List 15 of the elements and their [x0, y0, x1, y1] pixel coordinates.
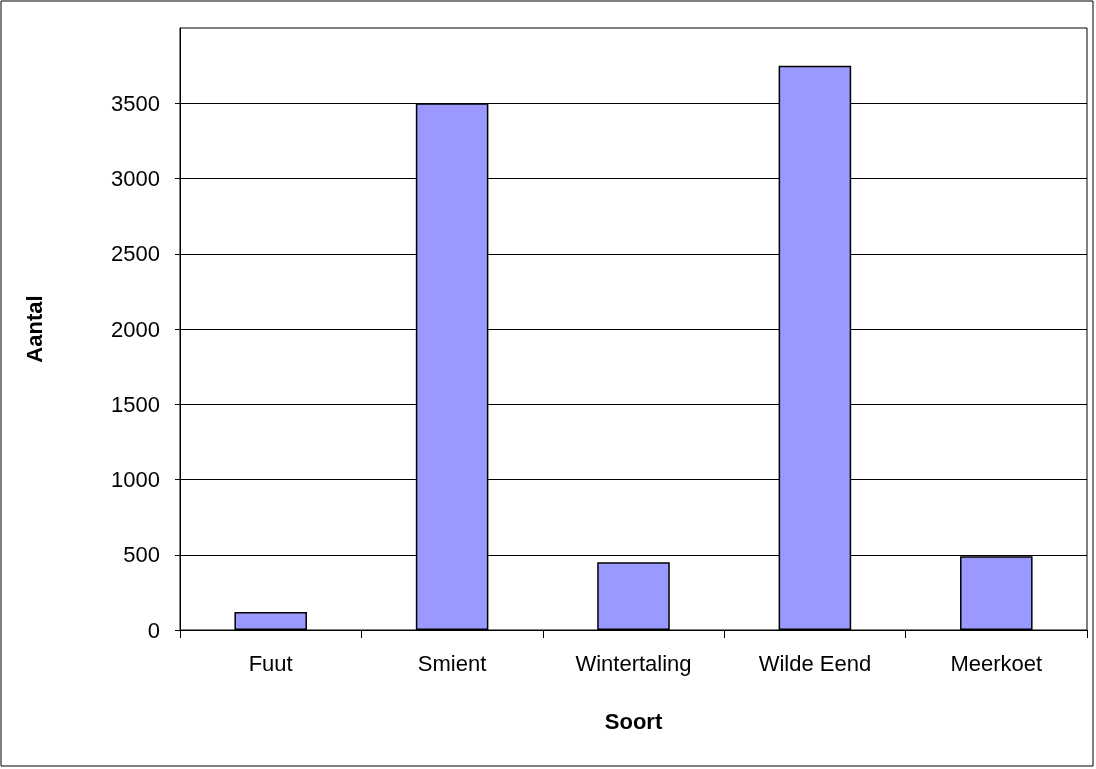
y-tick-label: 2500 [111, 241, 160, 267]
y-tick-label: 2000 [111, 316, 160, 342]
x-tick-label: Fuut [248, 650, 293, 676]
y-tick-label: 3500 [111, 90, 160, 116]
x-tick-label: Meerkoet [950, 650, 1043, 676]
y-axis-title: Aantal [21, 295, 47, 363]
x-tick-label: Smient [417, 650, 487, 676]
x-tick-label: Wintertaling [575, 650, 692, 676]
y-tick-label: 3000 [111, 166, 160, 191]
y-tick-label: 1000 [111, 467, 160, 492]
y-tick-label: 0 [147, 617, 160, 643]
y-tick-label: 500 [123, 542, 160, 568]
x-axis-title: Soort [604, 708, 663, 734]
x-tick-label: Wilde Eend [758, 650, 872, 676]
y-tick-label: 1500 [111, 391, 160, 417]
